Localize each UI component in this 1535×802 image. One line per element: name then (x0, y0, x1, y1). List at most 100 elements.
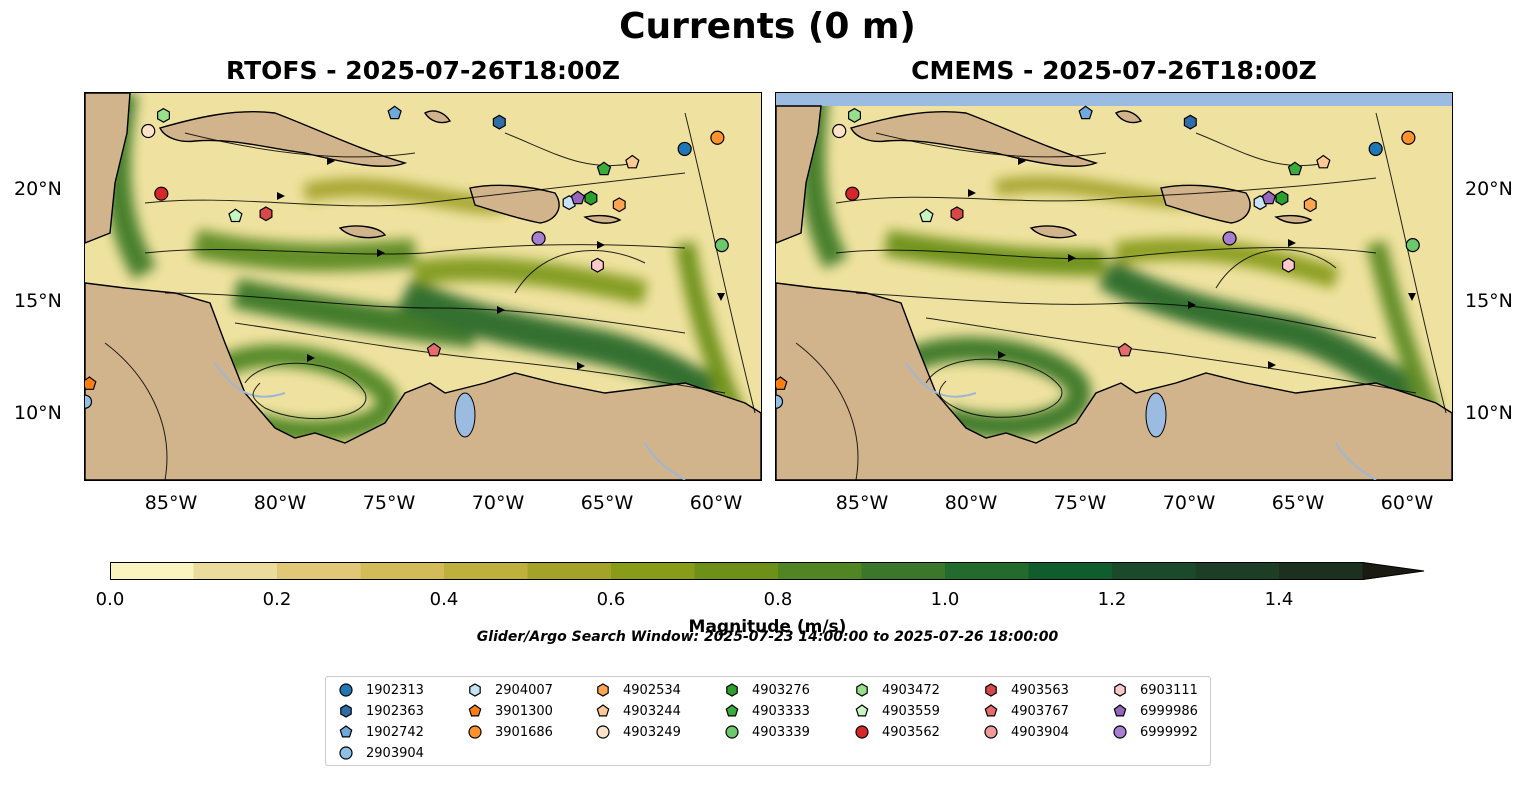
search-window-note: Glider/Argo Search Window: 2025-07-23 14… (476, 629, 1059, 645)
legend-label: 1902363 (366, 703, 424, 719)
stream-arrows (968, 157, 1416, 369)
map-cmems-svg (776, 93, 1452, 480)
pentagon-marker-icon (855, 704, 869, 717)
lon-tick-label: 75°W (362, 492, 416, 514)
colorbar-segment (945, 562, 1030, 580)
colorbar-segment (1279, 562, 1364, 580)
legend-item: 4903333 (724, 701, 810, 721)
land-hispaniola (469, 184, 560, 224)
hexagon-marker-icon (726, 683, 738, 697)
colorbar-label: Magnitude (m/s) (688, 617, 847, 637)
float-marker-2903904 (776, 394, 784, 409)
land-yucatan (776, 105, 822, 244)
colorbar-segment (360, 562, 445, 580)
colorbar-tick: 1.2 (1097, 589, 1127, 610)
float-marker-4903559 (919, 208, 934, 223)
hexagon-marker-icon (469, 683, 481, 697)
lake-maracaibo (454, 392, 476, 438)
hexagon-marker-icon (1114, 683, 1126, 697)
float-legend: 1902313 1902363 1902742 2903904 2904007 39013… (325, 676, 1211, 766)
float-marker-4903244 (1316, 154, 1331, 169)
legend-label: 4903904 (1011, 724, 1069, 740)
hexagon-marker-icon (597, 683, 609, 697)
lat-tick-label: 20°N (14, 178, 62, 200)
colorbar-segment (193, 562, 278, 580)
float-marker-4902534 (1303, 197, 1317, 213)
colorbar (110, 562, 1425, 580)
map-cmems (775, 92, 1453, 481)
colorbar-tick: 0.2 (262, 589, 292, 610)
lon-tick-label: 85°W (144, 492, 198, 514)
colorbar-segment (1028, 562, 1113, 580)
legend-label: 4903563 (1011, 682, 1069, 698)
legend-label: 4903767 (1011, 703, 1069, 719)
float-marker-1902313 (1368, 141, 1383, 157)
circle-marker-icon (855, 725, 869, 739)
land-bahamas (423, 110, 452, 124)
legend-label: 4903244 (623, 703, 681, 719)
legend-label: 4903339 (752, 724, 810, 740)
legend-label: 4902534 (623, 682, 681, 698)
float-marker-4903767 (426, 342, 442, 357)
lat-tick-label: 20°N (1465, 178, 1513, 200)
land-yucatan (85, 93, 131, 244)
legend-label: 1902313 (366, 682, 424, 698)
float-marker-4903249 (832, 123, 847, 139)
legend-item: 4903249 (595, 722, 681, 742)
lon-tick-label: 65°W (580, 492, 634, 514)
colorbar-segment (861, 562, 946, 580)
legend-item: 3901686 (467, 722, 553, 742)
legend-item: 4903244 (595, 701, 681, 721)
float-marker-4903276 (1275, 190, 1289, 206)
lon-tick-label: 70°W (471, 492, 525, 514)
float-marker-4903559 (228, 208, 243, 223)
pentagon-marker-icon (984, 704, 998, 717)
colorbar-extend-arrow (1362, 562, 1424, 580)
legend-item: 1902313 (338, 680, 424, 700)
hexagon-marker-icon (985, 683, 997, 697)
legend-label: 4903333 (752, 703, 810, 719)
float-markers-cmems (776, 105, 1420, 409)
legend-label: 6999992 (1140, 724, 1198, 740)
pentagon-marker-icon (596, 704, 610, 717)
legend-item: 4903563 (983, 680, 1069, 700)
colorbar-outline (110, 562, 1425, 580)
colorbar-segment (1195, 562, 1280, 580)
colorbar-tick: 1.4 (1264, 589, 1294, 610)
rivers (905, 362, 1377, 480)
lon-tick-label: 85°W (835, 492, 889, 514)
float-marker-3901300 (85, 376, 97, 390)
float-marker-4903767 (1117, 342, 1133, 357)
circle-marker-icon (596, 725, 610, 739)
legend-item: 2904007 (467, 680, 553, 700)
map-rtofs (84, 92, 762, 481)
rivers (214, 362, 686, 480)
lat-tick-label: 10°N (1465, 402, 1513, 424)
legend-label: 4903276 (752, 682, 810, 698)
lon-tick-label: 80°W (253, 492, 307, 514)
colorbar-segment (277, 562, 362, 580)
pentagon-marker-icon (468, 704, 482, 717)
float-marker-4903562 (154, 186, 169, 201)
legend-item: 2903904 (338, 743, 424, 763)
land-bahamas (1114, 110, 1143, 124)
colorbar-tick: 0.8 (763, 589, 793, 610)
landmasses (85, 93, 761, 480)
hexagon-marker-icon (340, 704, 352, 718)
legend-item: 3901300 (467, 701, 553, 721)
float-marker-4903472 (156, 107, 171, 123)
lake-maracaibo (1145, 392, 1167, 438)
land-central-america (776, 282, 1452, 480)
float-marker-4903249 (141, 123, 156, 139)
colorbar-tick: 0.4 (429, 589, 459, 610)
legend-label: 2904007 (495, 682, 553, 698)
land-cuba (158, 110, 408, 167)
nodata-band (776, 93, 1452, 106)
colorbar-segment (444, 562, 529, 580)
float-marker-6999992 (531, 231, 546, 246)
streamlines (795, 112, 1447, 480)
land-puerto-rico (1274, 214, 1313, 224)
legend-item: 4903767 (983, 701, 1069, 721)
land-central-america (85, 282, 761, 480)
lon-tick-label: 60°W (1380, 492, 1434, 514)
